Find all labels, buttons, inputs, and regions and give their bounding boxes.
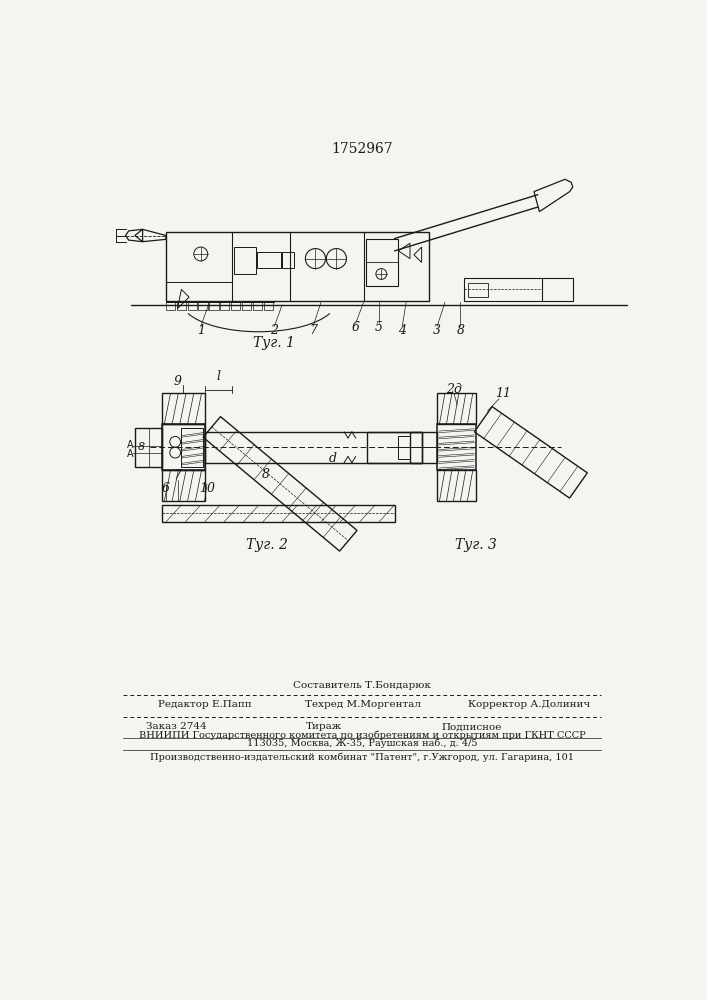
- Bar: [182, 428, 203, 466]
- Bar: [135, 428, 162, 466]
- Text: A: A: [127, 440, 134, 450]
- Text: 1: 1: [197, 324, 205, 337]
- Text: 11: 11: [495, 387, 511, 400]
- Bar: [437, 470, 476, 501]
- Text: 2д: 2д: [446, 383, 462, 396]
- Bar: [398, 436, 410, 459]
- Bar: [162, 470, 204, 501]
- Text: 9: 9: [173, 375, 182, 388]
- Text: d: d: [329, 452, 337, 465]
- Text: 6: 6: [162, 482, 170, 495]
- Bar: [177, 302, 186, 310]
- Bar: [257, 252, 281, 268]
- Bar: [199, 302, 208, 310]
- Text: A: A: [127, 449, 134, 459]
- Text: 6: 6: [352, 321, 360, 334]
- Bar: [264, 302, 273, 310]
- Text: Τуг. 3: Τуг. 3: [455, 538, 497, 552]
- Bar: [437, 393, 476, 424]
- Bar: [162, 424, 204, 470]
- Text: 2: 2: [270, 324, 279, 337]
- Bar: [368, 432, 421, 463]
- Bar: [282, 252, 293, 268]
- Text: Τуг. 1: Τуг. 1: [253, 336, 296, 350]
- Text: 10: 10: [199, 482, 215, 495]
- Text: 8: 8: [457, 324, 464, 337]
- Bar: [220, 302, 230, 310]
- Bar: [187, 302, 197, 310]
- Text: Подписное: Подписное: [441, 722, 501, 731]
- Text: 8: 8: [138, 442, 145, 452]
- Bar: [166, 232, 429, 301]
- Bar: [231, 302, 240, 310]
- Text: 1752967: 1752967: [331, 142, 393, 156]
- Text: 7: 7: [309, 324, 317, 337]
- Bar: [234, 247, 256, 274]
- Bar: [204, 432, 421, 463]
- Text: Заказ 2744: Заказ 2744: [146, 722, 207, 731]
- Bar: [209, 302, 218, 310]
- Text: 3: 3: [433, 324, 441, 337]
- Text: 4: 4: [398, 324, 407, 337]
- Bar: [468, 283, 488, 297]
- Bar: [166, 302, 175, 310]
- Bar: [252, 302, 262, 310]
- Text: Производственно-издательский комбинат "Патент", г.Ужгород, ул. Гагарина, 101: Производственно-издательский комбинат "П…: [150, 752, 574, 762]
- Text: 5: 5: [375, 321, 383, 334]
- Text: l: l: [216, 370, 220, 383]
- Bar: [162, 505, 395, 522]
- Text: Техред М.Моргентал: Техред М.Моргентал: [305, 700, 421, 709]
- Text: 8: 8: [262, 468, 269, 481]
- Bar: [366, 239, 398, 286]
- Text: Тираж: Тираж: [305, 722, 341, 731]
- Bar: [162, 424, 204, 470]
- Text: 113035, Москва, Ж-35, Раушская наб., д. 4/5: 113035, Москва, Ж-35, Раушская наб., д. …: [247, 738, 477, 748]
- Text: Τуг. 2: Τуг. 2: [246, 538, 288, 552]
- Text: 7: 7: [173, 469, 182, 482]
- Bar: [410, 432, 437, 463]
- Bar: [242, 302, 251, 310]
- Text: Составитель Т.Бондарюк: Составитель Т.Бондарюк: [293, 681, 431, 690]
- Bar: [437, 424, 476, 470]
- Text: Корректор А.Долинич: Корректор А.Долинич: [468, 700, 590, 709]
- Text: Редактор Е.Папп: Редактор Е.Папп: [158, 700, 252, 709]
- Bar: [162, 393, 204, 424]
- Bar: [464, 278, 542, 301]
- Text: ВНИИПИ Государственного комитета по изобретениям и открытиям при ГКНТ СССР: ВНИИПИ Государственного комитета по изоб…: [139, 730, 585, 740]
